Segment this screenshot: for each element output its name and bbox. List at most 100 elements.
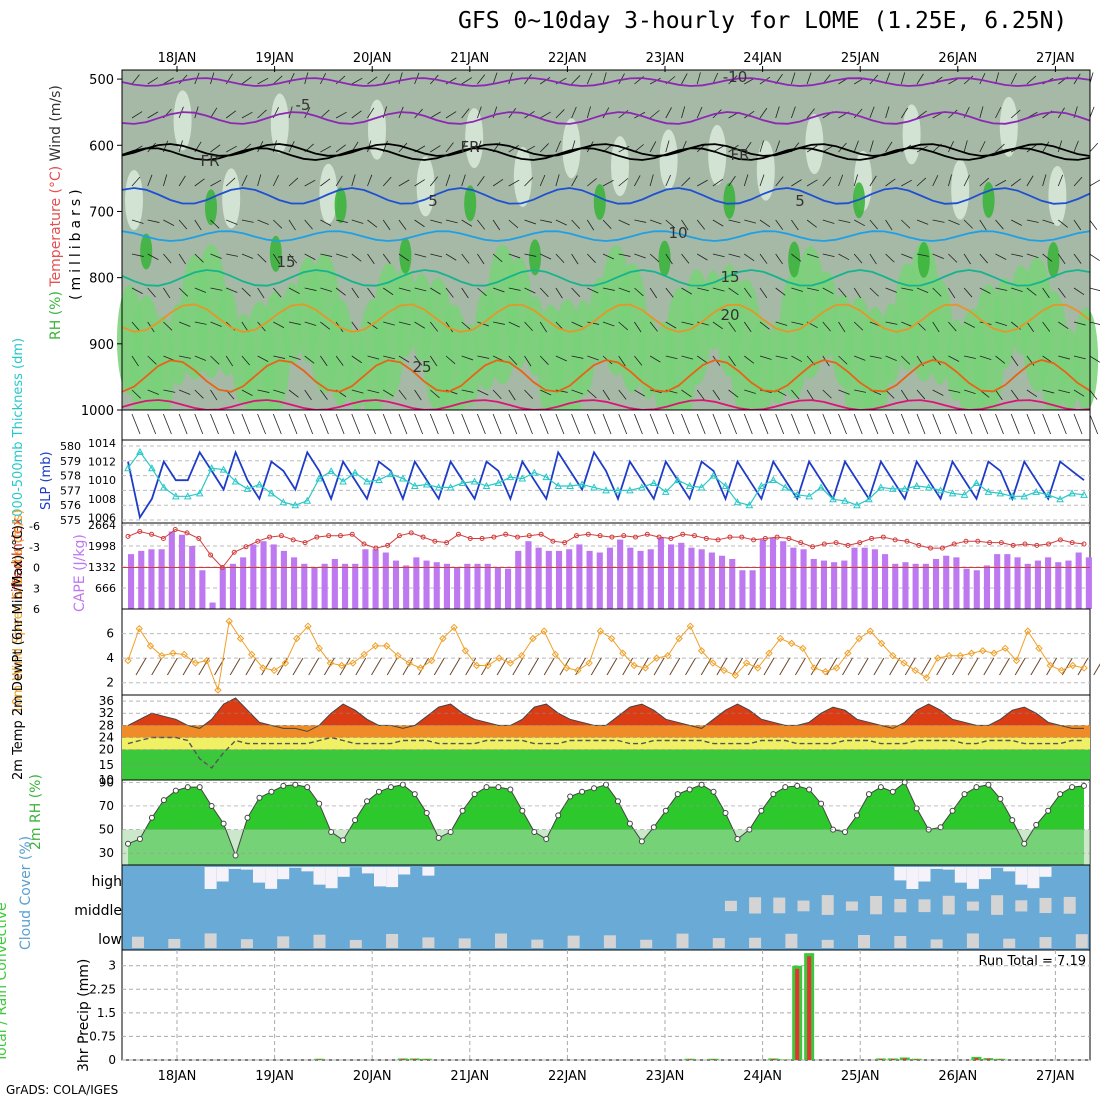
upper-wind-barb (979, 177, 990, 187)
upper-wind-barb (1089, 355, 1100, 363)
rh-point (722, 810, 729, 817)
isotherm-line (121, 147, 1091, 161)
upper-wind-barb (1073, 389, 1085, 397)
rh-point (650, 824, 657, 831)
upper-wind-barb (273, 321, 285, 328)
isotherm-line (121, 359, 1091, 393)
rh-point (519, 807, 526, 814)
surface-wind-barb (759, 413, 769, 435)
upper-wind-barb (759, 219, 771, 228)
upper-wind-barb (901, 219, 911, 229)
cape-bar (800, 549, 807, 609)
precip-conv-bar (424, 1059, 429, 1060)
cloud-low-gap (458, 938, 471, 948)
upper-wind-barb (508, 321, 520, 328)
upper-wind-barb (1057, 140, 1063, 153)
upper-wind-barb (634, 219, 647, 223)
rh-dry-blob (999, 96, 1018, 157)
cape-bar (1065, 560, 1072, 609)
upper-wind-barb (351, 253, 362, 262)
upper-wind-barb (618, 145, 630, 153)
cloud-high-gap (918, 867, 931, 882)
cape-bar (963, 568, 970, 609)
upper-wind-barb (948, 321, 957, 332)
wind10-barb (229, 657, 241, 676)
upper-wind-barb (712, 321, 723, 330)
lifted-point (125, 533, 131, 539)
rh-point (364, 798, 370, 805)
slp-tick-label: 1012 (88, 456, 116, 469)
upper-wind-barb (210, 321, 222, 327)
upper-wind-barb (178, 74, 188, 85)
cloud-high-gap (398, 867, 411, 875)
rh-point (543, 836, 550, 843)
upper-wind-barb (1057, 253, 1066, 265)
upper-wind-barb (288, 321, 301, 325)
rh-point (877, 784, 884, 791)
cloud-high-gap (240, 867, 253, 870)
upper-wind-barb (1073, 253, 1082, 264)
thickness-point (148, 464, 156, 472)
temp-tick-label: 32 (99, 706, 114, 720)
upper-wind-barb (728, 175, 736, 187)
wind10-point (281, 659, 290, 667)
cloud-low-gap (1003, 938, 1016, 948)
cloud-row-label: high (91, 874, 122, 890)
cape-bar (189, 546, 196, 609)
precip-conv-bar (711, 1059, 716, 1060)
upper-wind-barb (398, 219, 407, 230)
cape-bar (902, 562, 909, 609)
wind10-barb (779, 657, 791, 676)
rh-point (638, 838, 645, 845)
cape-bar (443, 563, 450, 609)
surface-wind-barb (995, 413, 1004, 435)
surface-wind-barb (304, 413, 314, 435)
upper-wind-barb (524, 389, 534, 399)
cape-bar (352, 563, 359, 609)
upper-wind-barb (445, 389, 458, 395)
upper-wind-barb (900, 72, 906, 85)
cloud-high-gap (1015, 867, 1028, 885)
upper-wind-barb (398, 72, 403, 85)
temp-tick-label: 10 (99, 773, 114, 787)
upper-wind-barb (1010, 73, 1017, 85)
upper-wind-barb (445, 219, 458, 224)
rh-point (411, 791, 418, 798)
upper-wind-barb (681, 321, 694, 326)
upper-wind-barb (916, 389, 926, 400)
surface-wind-barb (445, 413, 455, 435)
upper-wind-barb (194, 219, 202, 231)
surface-wind-barb (1042, 413, 1051, 435)
cape-bar (780, 541, 787, 609)
wind10-barb (151, 657, 163, 676)
upper-wind-barb (1073, 287, 1085, 296)
cape-bar (617, 539, 624, 609)
upper-wind-barb (806, 253, 819, 258)
surface-wind-barb (696, 413, 706, 435)
upper-wind-barb (853, 321, 864, 331)
surface-wind-barb (602, 413, 612, 435)
rh-point (567, 793, 574, 800)
cloud-high-gap (954, 867, 967, 883)
upper-air-panel: -10 -5 FR FR FR 5 5 10 15 15 20 25 500 600 700 800 900 10… (48, 68, 1100, 441)
upper-wind-barb (744, 355, 755, 364)
upper-wind-barb (367, 253, 375, 265)
upper-wind-barb (194, 321, 207, 325)
upper-wind-barb (571, 253, 579, 265)
precip-panel: 0 0.75 1.5 2.25 3 Run Total = 7.19 Total / Rai… (0, 902, 1091, 1072)
cloud-mid-gap (1039, 897, 1052, 914)
rh-point (913, 805, 920, 812)
upper-wind-barb (288, 219, 296, 231)
lifted-tick-label: -6 (29, 520, 40, 533)
upper-wind-barb (555, 174, 560, 187)
upper-wind-barb (210, 287, 223, 291)
cape-bar (270, 544, 277, 609)
wind10m-panel: 2 4 6 10m Wind Speed & Barbs (m/s) (11, 509, 1100, 714)
date-label-top: 22JAN (548, 51, 587, 66)
upper-wind-barb (1010, 178, 1022, 187)
isotherm-line (121, 143, 1091, 157)
upper-wind-barb (963, 175, 970, 187)
cape-bar (464, 563, 471, 609)
cloud-low-gap (168, 938, 181, 948)
upper-wind-barb (273, 355, 286, 359)
